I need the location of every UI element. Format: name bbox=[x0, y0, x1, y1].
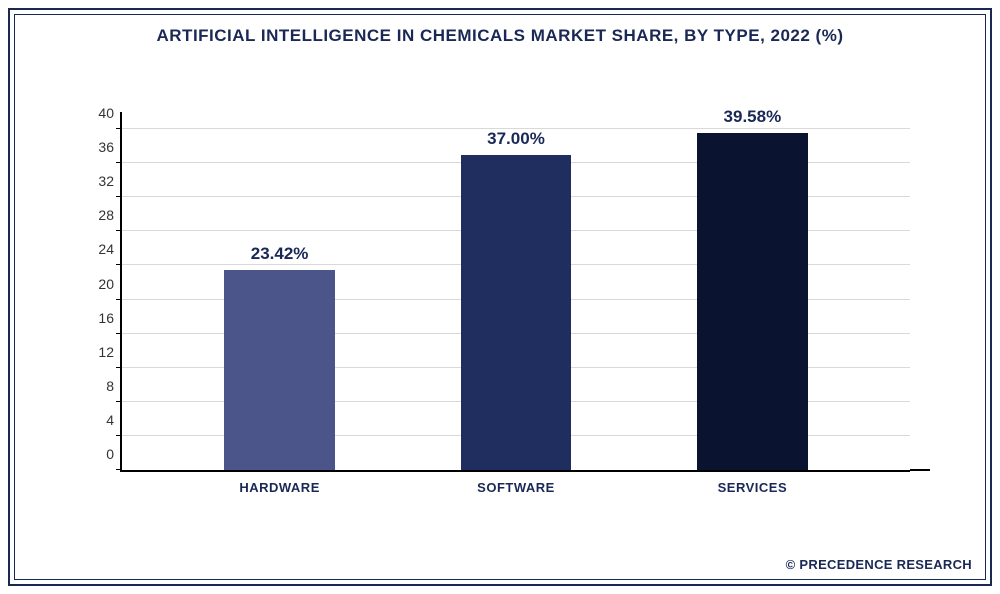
bar-value-label: 37.00% bbox=[487, 129, 545, 149]
baseline-extension bbox=[910, 469, 930, 471]
ytick-mark bbox=[116, 196, 122, 197]
ytick-label: 0 bbox=[106, 446, 114, 462]
ytick-label: 36 bbox=[98, 139, 114, 155]
ytick-label: 12 bbox=[98, 344, 114, 360]
ytick-mark bbox=[116, 230, 122, 231]
ytick-label: 4 bbox=[106, 412, 114, 428]
bar-value-label: 39.58% bbox=[724, 107, 782, 127]
ytick-label: 8 bbox=[106, 378, 114, 394]
plot-region: 048121620242832364023.42%HARDWARE37.00%S… bbox=[120, 112, 910, 472]
ytick-label: 20 bbox=[98, 276, 114, 292]
xcat-software: SOFTWARE bbox=[477, 480, 555, 495]
bar-software: 37.00% bbox=[461, 155, 571, 470]
ytick-label: 16 bbox=[98, 310, 114, 326]
ytick-mark bbox=[116, 401, 122, 402]
ytick-mark bbox=[116, 333, 122, 334]
chart-title: ARTIFICIAL INTELLIGENCE IN CHEMICALS MAR… bbox=[0, 26, 1000, 46]
xcat-hardware: HARDWARE bbox=[239, 480, 320, 495]
ytick-label: 24 bbox=[98, 241, 114, 257]
ytick-mark bbox=[116, 299, 122, 300]
ytick-label: 28 bbox=[98, 207, 114, 223]
credit-text: © PRECEDENCE RESEARCH bbox=[786, 557, 972, 572]
ytick-mark bbox=[116, 162, 122, 163]
bar-hardware: 23.42% bbox=[224, 270, 334, 470]
ytick-mark bbox=[116, 435, 122, 436]
xcat-services: SERVICES bbox=[718, 480, 788, 495]
ytick-mark bbox=[116, 469, 122, 470]
bar-value-label: 23.42% bbox=[251, 244, 309, 264]
ytick-mark bbox=[116, 264, 122, 265]
chart-area: 0 4 8 12 16 20 24 28 32 36 40 23.42% HARDWARE 37.00% S… bbox=[90, 72, 910, 512]
ytick-label: 40 bbox=[98, 105, 114, 121]
bar-services: 39.58% bbox=[697, 133, 807, 470]
ytick-mark bbox=[116, 128, 122, 129]
ytick-label: 32 bbox=[98, 173, 114, 189]
ytick-mark bbox=[116, 367, 122, 368]
